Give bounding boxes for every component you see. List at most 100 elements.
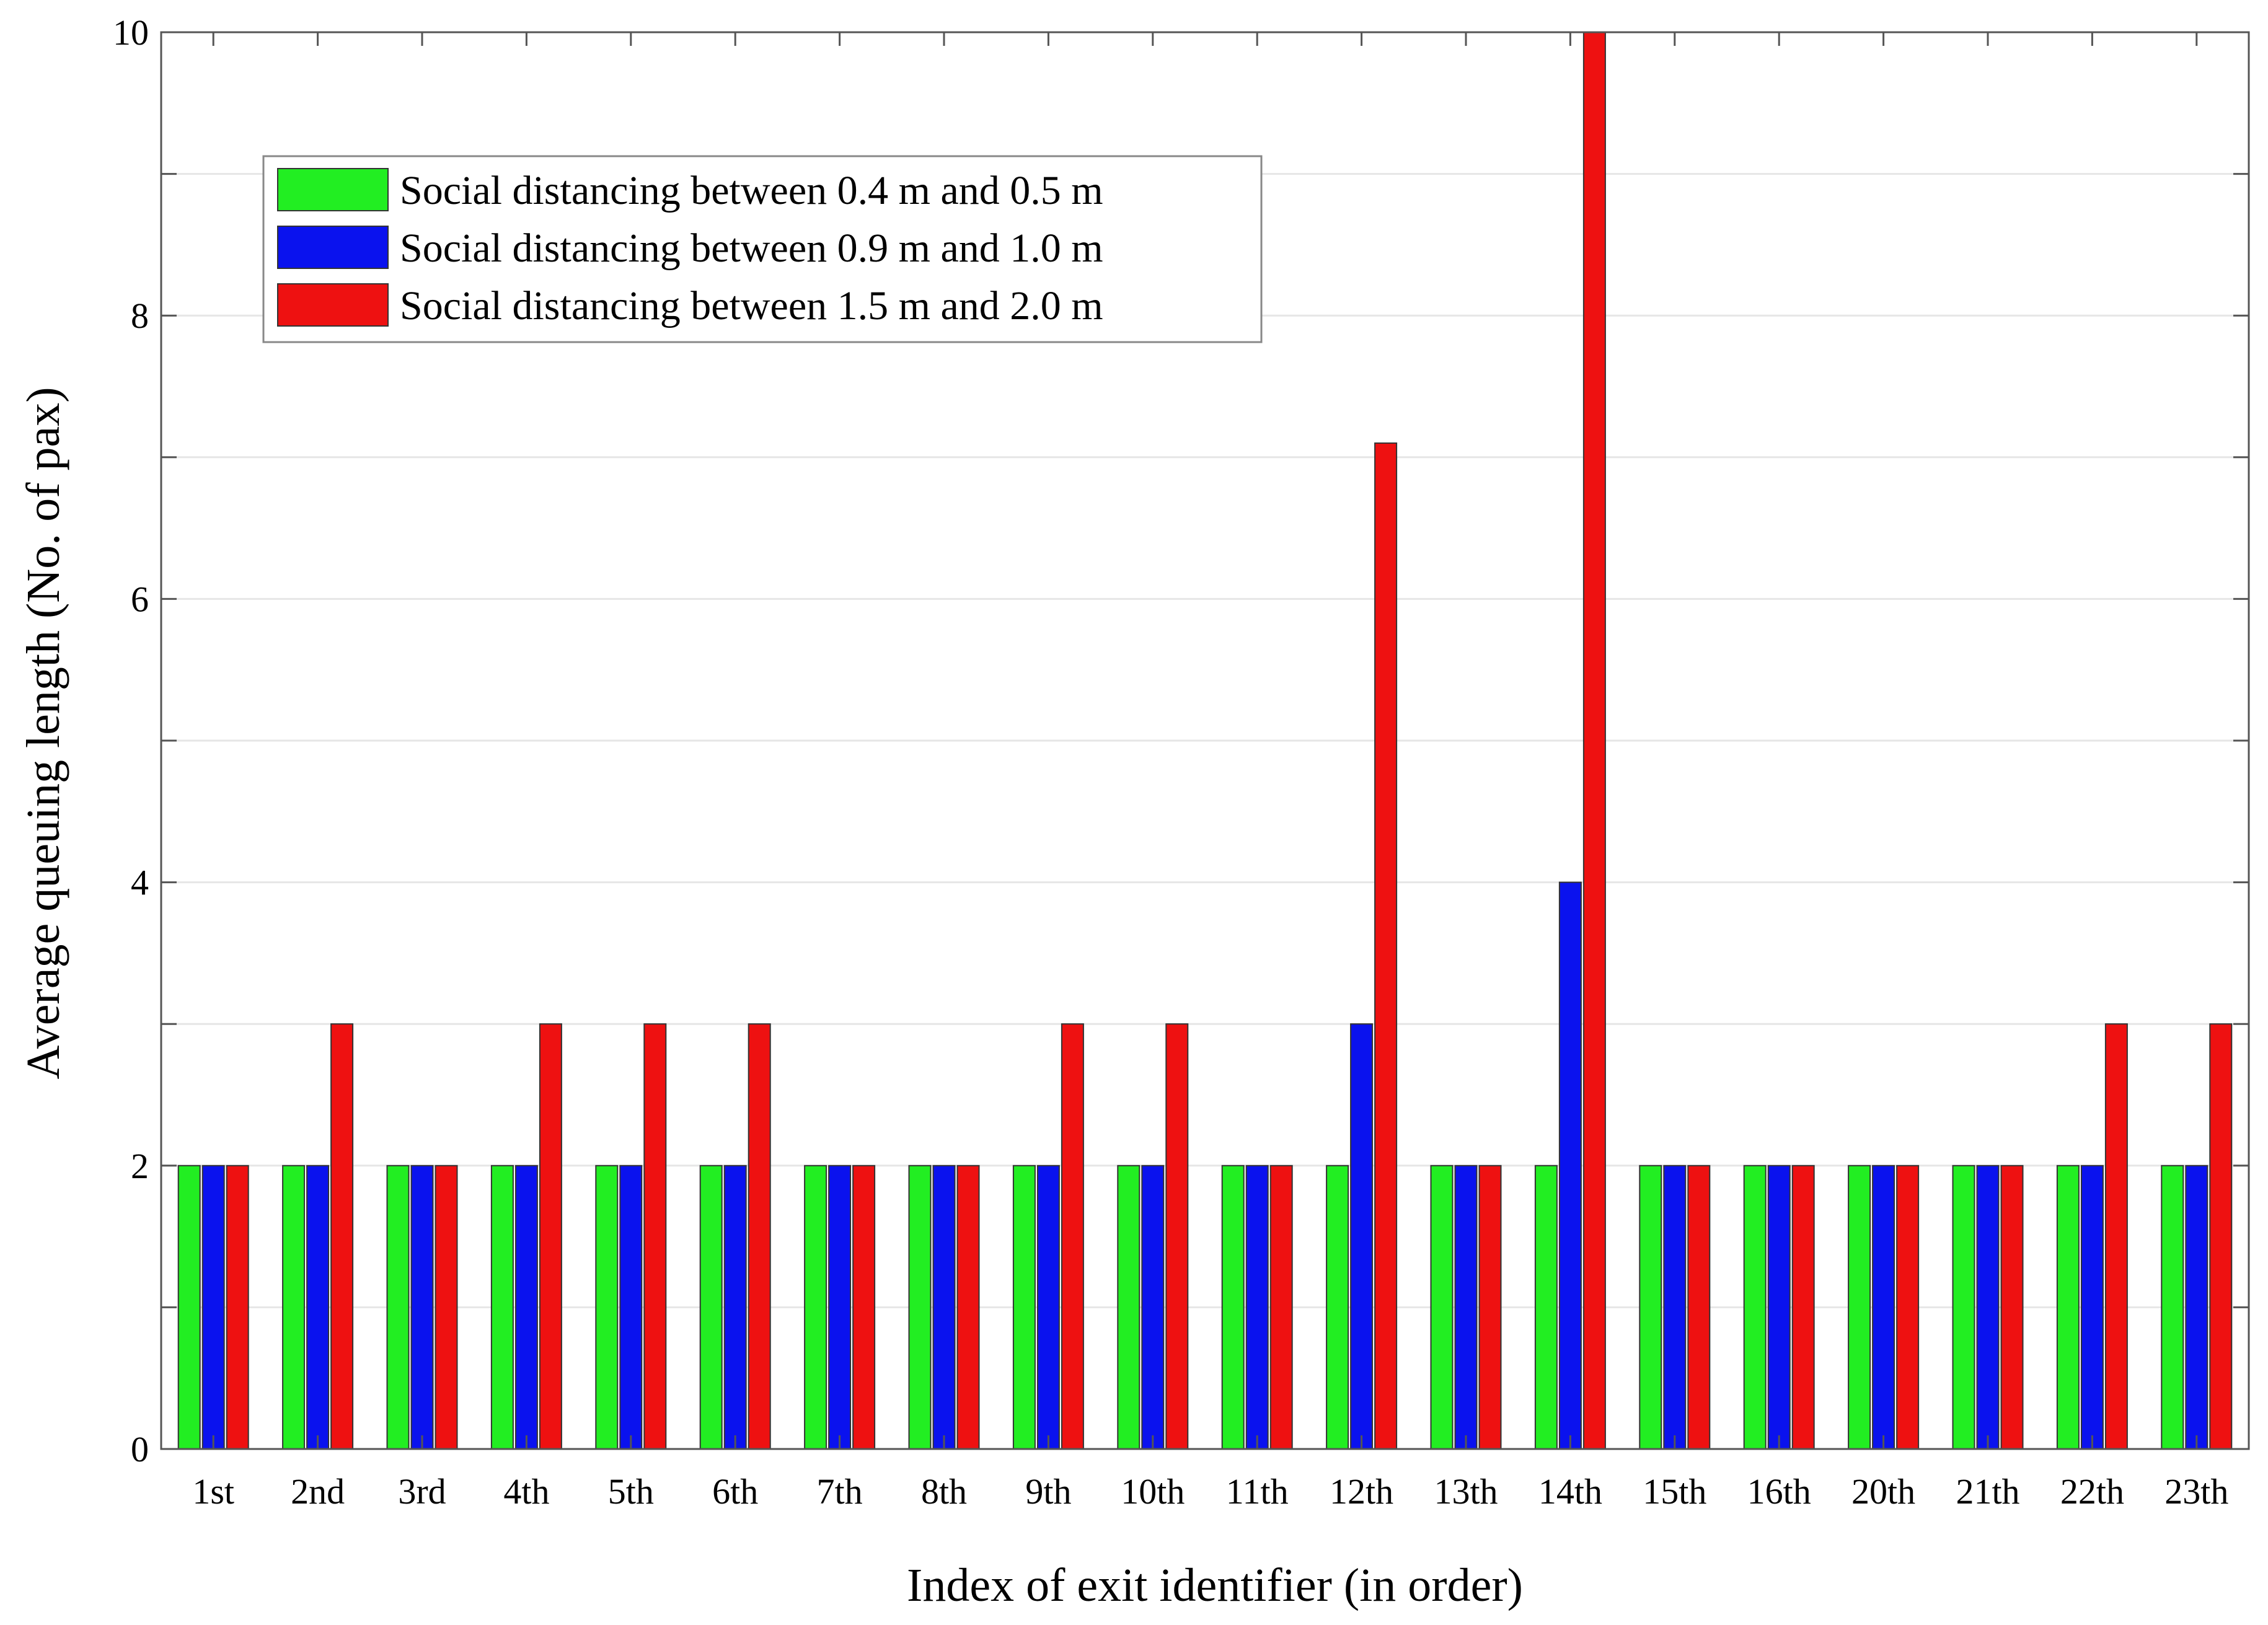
bar-2 [514, 1165, 538, 1450]
bar-1 [282, 1165, 306, 1450]
y-axis-title: Average queuing length (No. of pax) [17, 387, 69, 1079]
y-tick-label: 8 [131, 296, 149, 336]
legend-label-series-1: Social distancing between 0.4 m and 0.5 … [400, 168, 1103, 213]
bar-2 [201, 1165, 225, 1450]
bar-1 [1952, 1165, 1975, 1450]
x-tick-label: 14th [1538, 1471, 1602, 1512]
bar-1 [1743, 1165, 1767, 1450]
bar-3 [539, 1023, 562, 1450]
legend-swatch-series-2 [277, 226, 389, 269]
bar-3 [1896, 1165, 1920, 1450]
y-tick-label: 10 [113, 12, 149, 53]
y-axis-tick-labels: 0 2 4 6 8 10 [113, 12, 149, 1469]
bar-2 [410, 1165, 434, 1450]
legend-label-series-2: Social distancing between 0.9 m and 1.0 … [400, 226, 1103, 271]
bar-1 [490, 1165, 514, 1450]
x-tick-label: 8th [921, 1471, 967, 1512]
x-tick-label: 16th [1747, 1471, 1811, 1512]
bar-3 [435, 1165, 458, 1450]
bar-2 [1558, 881, 1582, 1450]
bar-1 [908, 1165, 932, 1450]
bar-3 [748, 1023, 771, 1450]
x-tick-label: 11th [1226, 1471, 1289, 1512]
bar-1 [386, 1165, 410, 1450]
bar-3 [852, 1165, 876, 1450]
y-tick-label: 0 [131, 1429, 149, 1469]
bar-1 [177, 1165, 201, 1450]
x-tick-label: 22th [2060, 1471, 2124, 1512]
bar-3 [2209, 1023, 2233, 1450]
bar-1 [595, 1165, 619, 1450]
bar-3 [1061, 1023, 1084, 1450]
bar-1 [1848, 1165, 1871, 1450]
bar-3 [1374, 442, 1398, 1450]
x-tick-label: 15th [1643, 1471, 1706, 1512]
y-tick-label: 6 [131, 579, 149, 619]
bar-3 [643, 1023, 667, 1450]
x-tick-label: 23th [2164, 1471, 2228, 1512]
x-axis-tick-labels: 1st 2nd 3rd 4th 5th 6th 7th 8th 9th 10th 11th 12th 1… [192, 1471, 2228, 1512]
legend-box [262, 155, 1263, 343]
bar-2 [1767, 1165, 1791, 1450]
x-tick-label: 9th [1025, 1471, 1071, 1512]
bar-3 [956, 1165, 980, 1450]
bar-1 [1326, 1165, 1349, 1450]
bar-1 [1639, 1165, 1662, 1450]
x-tick-label: 13th [1434, 1471, 1498, 1512]
x-tick-label: 2nd [291, 1471, 345, 1512]
bar-3 [1269, 1165, 1293, 1450]
bar-2 [1454, 1165, 1478, 1450]
bar-1 [1221, 1165, 1245, 1450]
bar-3 [2104, 1023, 2128, 1450]
bar-2 [1036, 1165, 1060, 1450]
legend-swatch-series-3 [277, 283, 389, 327]
x-tick-label: 10th [1121, 1471, 1185, 1512]
bar-2 [2185, 1165, 2208, 1450]
legend-label-series-3: Social distancing between 1.5 m and 2.0 … [400, 283, 1103, 328]
bar-3 [330, 1023, 354, 1450]
bar-2 [1141, 1165, 1165, 1450]
bar-2 [828, 1165, 852, 1450]
bar-1 [1534, 1165, 1558, 1450]
bar-3 [1582, 32, 1606, 1450]
axis-ticks [161, 31, 2249, 1450]
x-tick-label: 7th [817, 1471, 863, 1512]
bar-2 [2080, 1165, 2104, 1450]
bar-3 [1478, 1165, 1502, 1450]
bar-3 [1165, 1023, 1189, 1450]
bar-1 [1117, 1165, 1141, 1450]
bar-3 [226, 1165, 249, 1450]
bar-1 [1430, 1165, 1454, 1450]
bar-2 [1872, 1165, 1895, 1450]
bar-3 [1791, 1165, 1815, 1450]
x-tick-label: 6th [712, 1471, 758, 1512]
x-tick-label: 4th [503, 1471, 549, 1512]
bar-2 [1976, 1165, 2000, 1450]
x-tick-label: 5th [608, 1471, 654, 1512]
bar-1 [1012, 1165, 1036, 1450]
x-axis-title: Index of exit identifier (in order) [907, 1559, 1523, 1611]
bar-2 [1245, 1165, 1269, 1450]
x-tick-label: 20th [1851, 1471, 1915, 1512]
bar-2 [723, 1165, 747, 1450]
x-tick-label: 12th [1330, 1471, 1393, 1512]
legend: Social distancing between 0.4 m and 0.5 … [262, 155, 1263, 343]
bar-2 [1350, 1023, 1374, 1450]
bar-3 [1687, 1165, 1711, 1450]
y-gridlines [161, 173, 2249, 1308]
bar-1 [804, 1165, 827, 1450]
bar-1 [699, 1165, 723, 1450]
x-tick-label: 21th [1956, 1471, 2019, 1512]
bar-2 [306, 1165, 330, 1450]
bar-1 [2056, 1165, 2080, 1450]
bar-2 [619, 1165, 643, 1450]
x-tick-label: 1st [192, 1471, 234, 1512]
x-tick-label: 3rd [398, 1471, 446, 1512]
bar-2 [932, 1165, 956, 1450]
y-tick-label: 2 [131, 1146, 149, 1186]
bar-1 [2161, 1165, 2184, 1450]
y-tick-label: 4 [131, 863, 149, 903]
bar-3 [2000, 1165, 2024, 1450]
bar-2 [1663, 1165, 1687, 1450]
